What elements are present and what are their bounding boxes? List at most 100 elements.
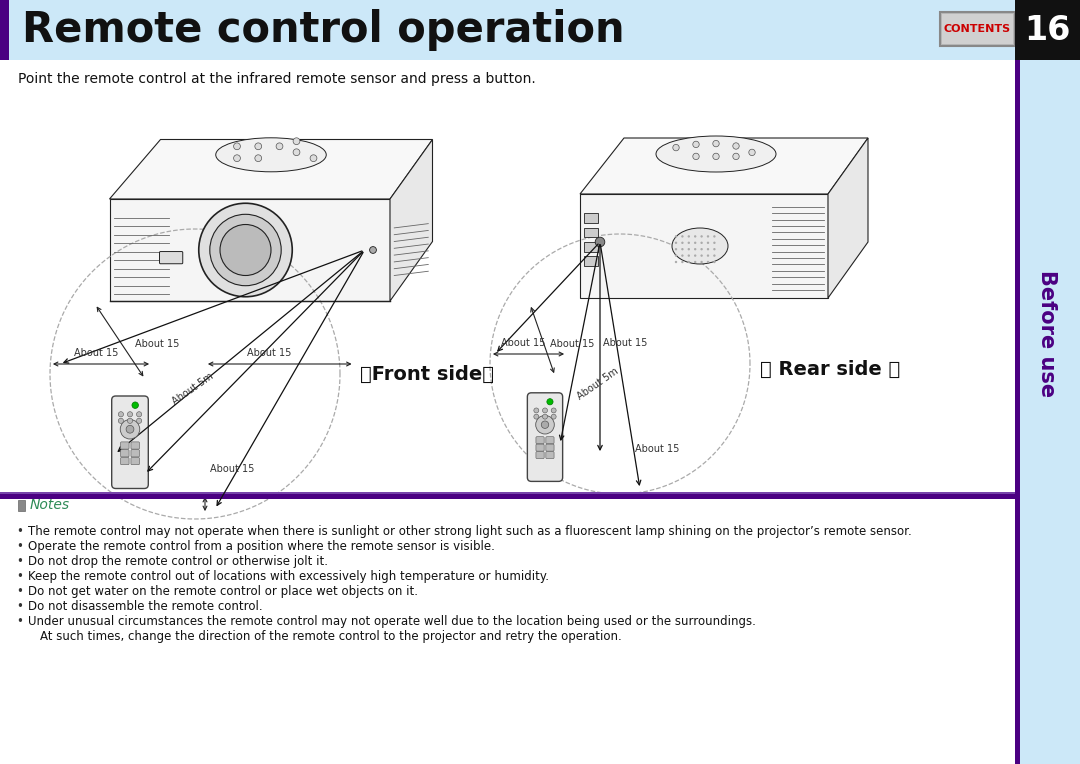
Text: Point the remote control at the infrared remote sensor and press a button.: Point the remote control at the infrared… <box>18 72 536 86</box>
FancyBboxPatch shape <box>536 437 544 444</box>
Circle shape <box>713 241 716 244</box>
Circle shape <box>694 248 697 251</box>
Text: Before use: Before use <box>1037 270 1057 397</box>
Polygon shape <box>580 194 828 298</box>
FancyBboxPatch shape <box>121 450 129 457</box>
Circle shape <box>681 248 684 251</box>
Circle shape <box>694 254 697 257</box>
Text: About 15: About 15 <box>550 339 594 349</box>
Circle shape <box>255 155 261 162</box>
FancyBboxPatch shape <box>545 444 554 451</box>
Circle shape <box>120 419 139 439</box>
Circle shape <box>276 143 283 150</box>
Circle shape <box>713 154 719 160</box>
Circle shape <box>733 154 739 160</box>
FancyBboxPatch shape <box>545 437 554 444</box>
FancyBboxPatch shape <box>536 444 544 451</box>
Circle shape <box>675 248 677 251</box>
Circle shape <box>706 248 710 251</box>
Circle shape <box>681 241 684 244</box>
FancyBboxPatch shape <box>111 396 148 488</box>
Circle shape <box>132 402 138 409</box>
Circle shape <box>681 235 684 238</box>
Text: •: • <box>16 540 23 553</box>
Polygon shape <box>580 138 868 194</box>
Text: •: • <box>16 600 23 613</box>
Text: About 15: About 15 <box>247 348 292 358</box>
FancyBboxPatch shape <box>121 458 129 465</box>
Text: About 15: About 15 <box>501 338 545 348</box>
Polygon shape <box>828 138 868 298</box>
Circle shape <box>119 412 123 417</box>
Circle shape <box>706 261 710 264</box>
Polygon shape <box>109 199 390 301</box>
Circle shape <box>681 261 684 264</box>
Circle shape <box>675 241 677 244</box>
Text: 』Front side』: 』Front side』 <box>360 364 494 384</box>
Circle shape <box>681 254 684 257</box>
Bar <box>1015 0 1080 60</box>
Circle shape <box>127 418 133 423</box>
FancyBboxPatch shape <box>545 452 554 458</box>
Circle shape <box>694 235 697 238</box>
Text: Notes: Notes <box>30 498 70 512</box>
Circle shape <box>706 241 710 244</box>
Text: Do not get water on the remote control or place wet objects on it.: Do not get water on the remote control o… <box>28 585 418 598</box>
Circle shape <box>713 235 716 238</box>
Text: Keep the remote control out of locations with excessively high temperature or hu: Keep the remote control out of locations… <box>28 570 549 583</box>
Circle shape <box>694 261 697 264</box>
Bar <box>0 491 1015 494</box>
Circle shape <box>688 241 690 244</box>
Circle shape <box>713 141 719 147</box>
Circle shape <box>534 414 539 419</box>
Circle shape <box>692 141 699 147</box>
Polygon shape <box>109 140 432 199</box>
Text: •: • <box>16 555 23 568</box>
Text: The remote control may not operate when there is sunlight or other strong light : The remote control may not operate when … <box>28 525 912 538</box>
Text: About 15: About 15 <box>603 338 647 348</box>
Circle shape <box>542 414 548 419</box>
Bar <box>0 0 1025 60</box>
Ellipse shape <box>656 136 777 172</box>
Circle shape <box>748 149 755 156</box>
Ellipse shape <box>216 138 326 172</box>
Circle shape <box>675 254 677 257</box>
Circle shape <box>713 248 716 251</box>
Circle shape <box>310 155 316 162</box>
Circle shape <box>688 248 690 251</box>
Bar <box>584 213 598 223</box>
Circle shape <box>551 408 556 413</box>
Circle shape <box>701 254 703 257</box>
Circle shape <box>701 248 703 251</box>
Bar <box>18 500 25 511</box>
FancyBboxPatch shape <box>160 251 183 264</box>
Circle shape <box>551 414 556 419</box>
Circle shape <box>293 138 300 144</box>
Circle shape <box>534 408 539 413</box>
Bar <box>940 12 1015 46</box>
Ellipse shape <box>672 228 728 264</box>
Bar <box>584 242 598 251</box>
FancyBboxPatch shape <box>121 442 129 449</box>
Circle shape <box>293 149 300 156</box>
Bar <box>584 257 598 266</box>
Circle shape <box>136 418 141 423</box>
FancyBboxPatch shape <box>131 442 139 449</box>
Circle shape <box>688 235 690 238</box>
Circle shape <box>136 412 141 417</box>
Text: •: • <box>16 570 23 583</box>
Circle shape <box>701 241 703 244</box>
Text: •: • <box>16 585 23 598</box>
Circle shape <box>692 154 699 160</box>
Bar <box>584 228 598 237</box>
Text: •: • <box>16 615 23 628</box>
Text: 16: 16 <box>1024 14 1070 47</box>
Circle shape <box>255 143 261 150</box>
Circle shape <box>706 254 710 257</box>
Circle shape <box>199 203 293 296</box>
Text: Do not drop the remote control or otherwise jolt it.: Do not drop the remote control or otherw… <box>28 555 328 568</box>
Text: About 5m: About 5m <box>170 371 215 406</box>
Circle shape <box>675 261 677 264</box>
Text: About 15: About 15 <box>135 339 179 349</box>
Circle shape <box>673 144 679 151</box>
